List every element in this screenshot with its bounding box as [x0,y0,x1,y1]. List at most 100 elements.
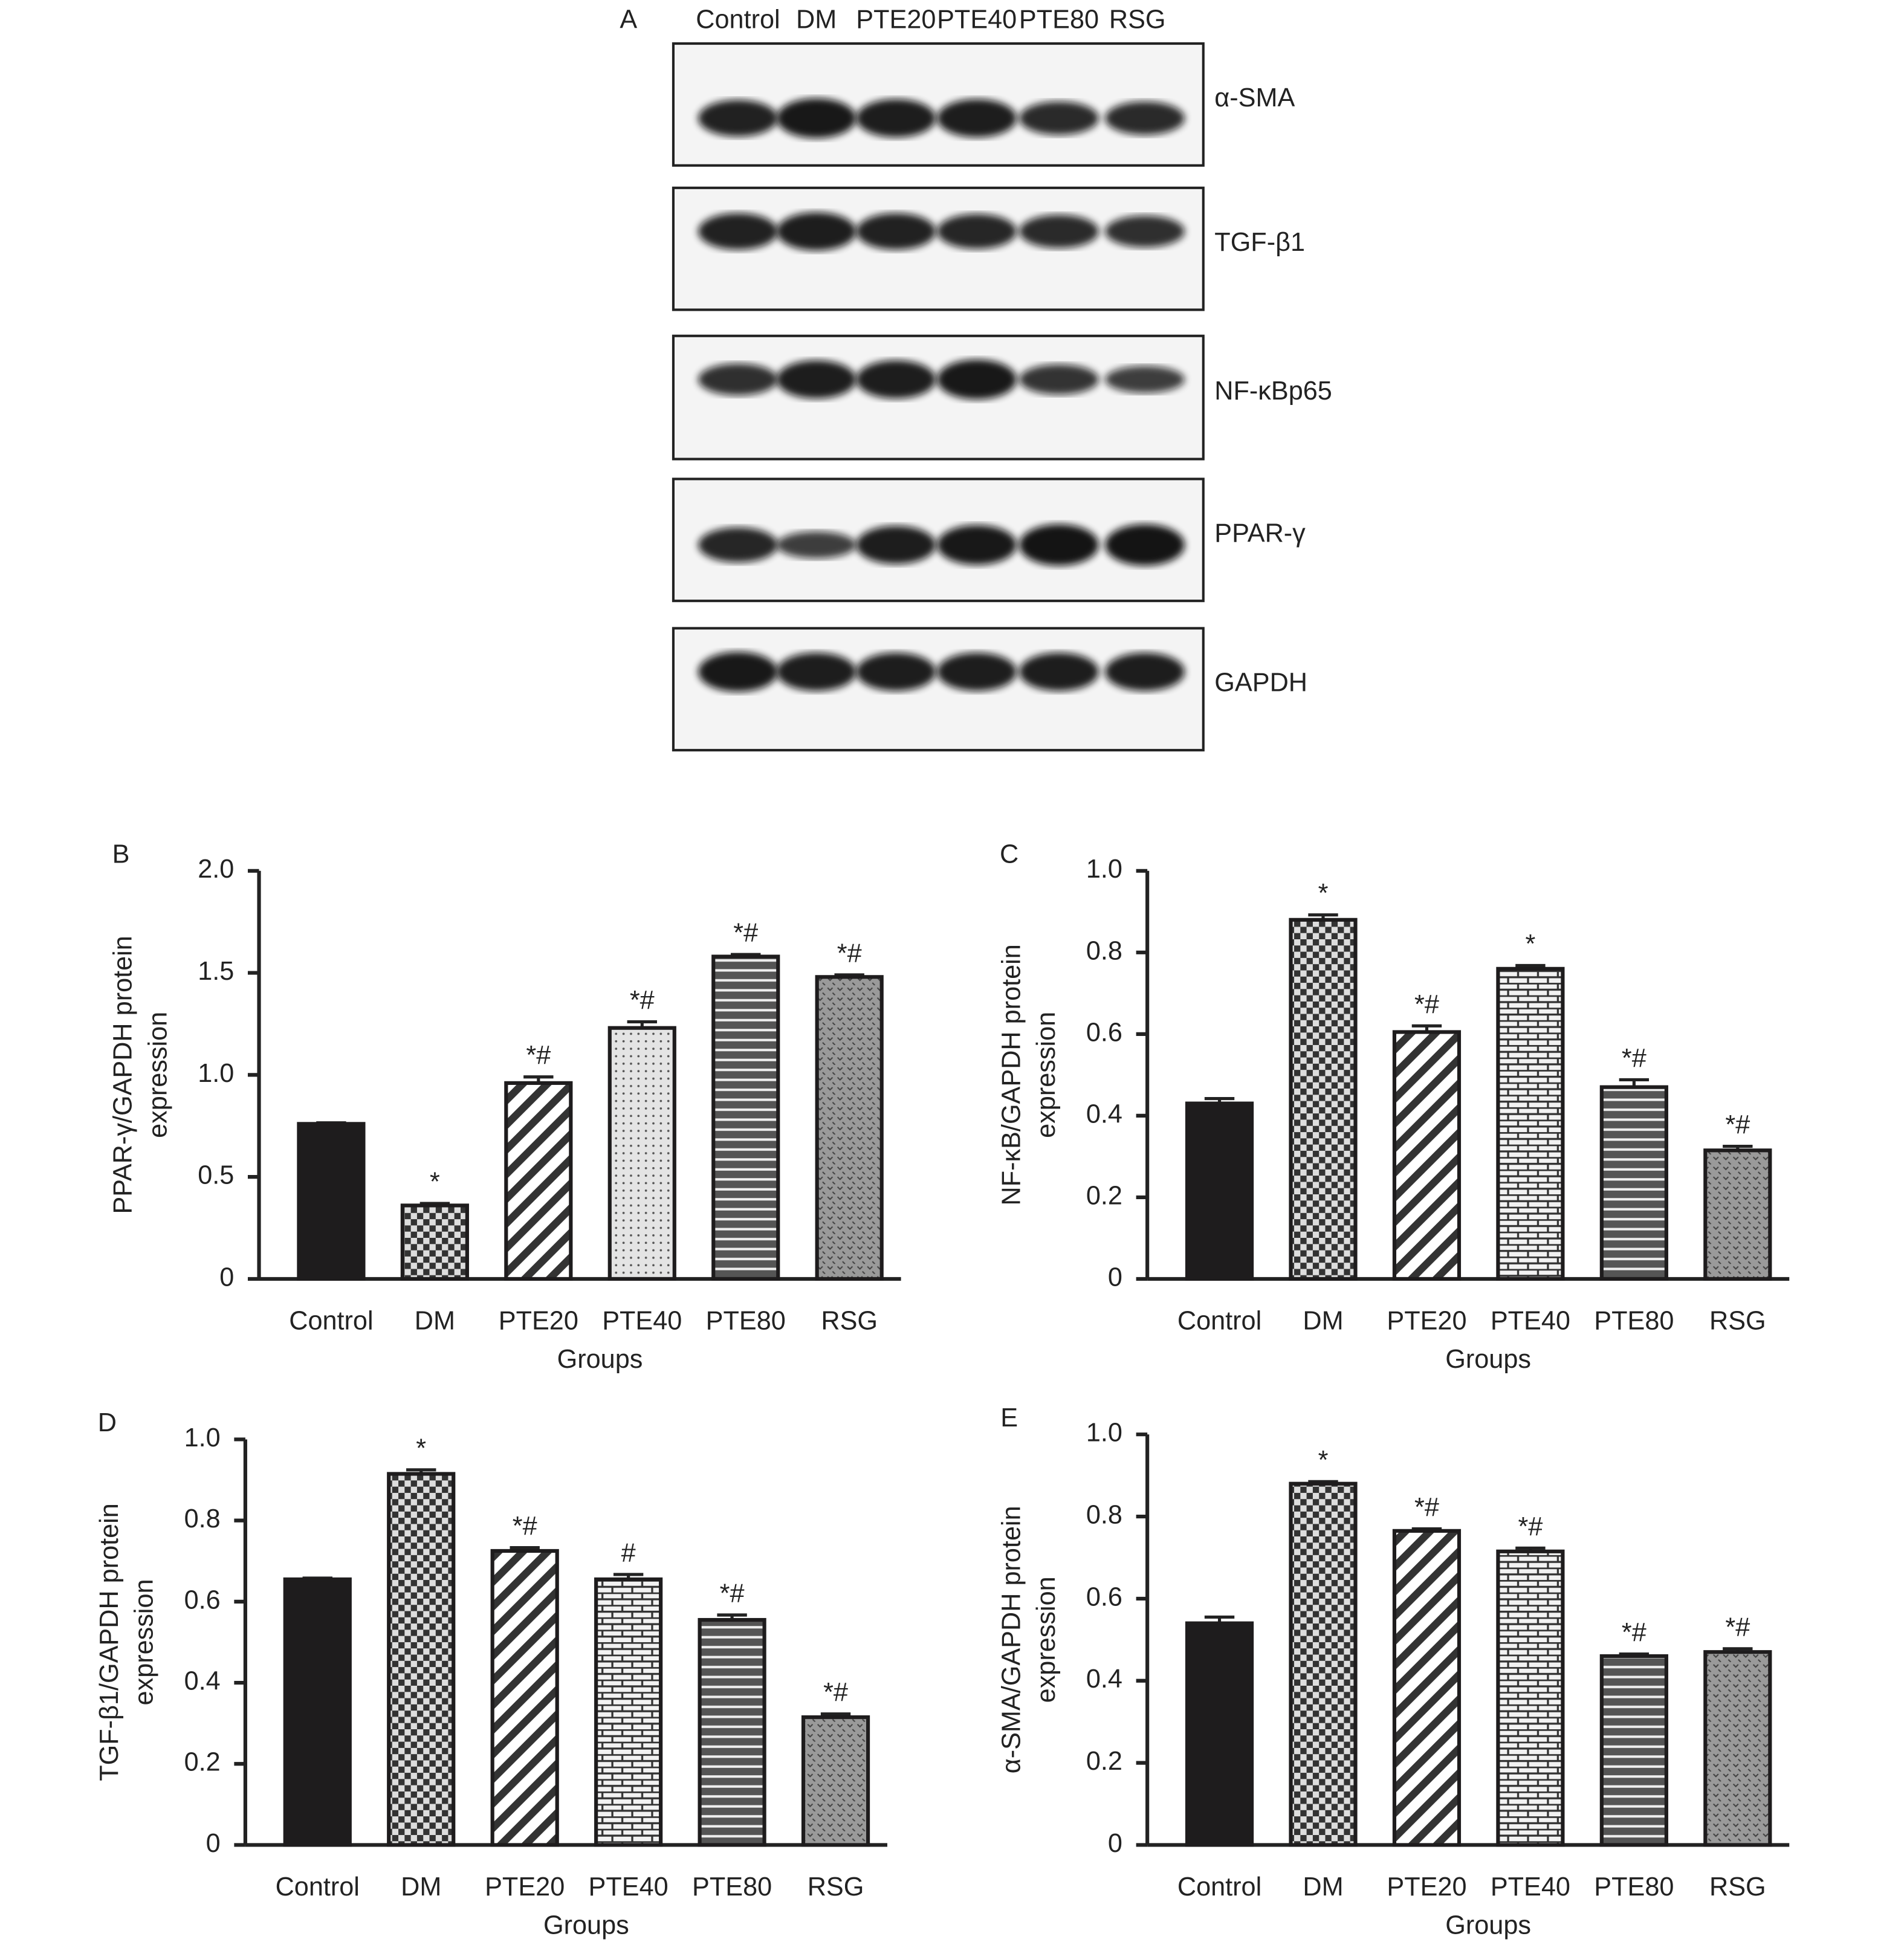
significance-label: * [416,1434,426,1463]
bar [490,1549,559,1847]
y-tick-label: 0 [206,1829,221,1858]
bar [1392,1030,1462,1281]
lane-label: PTE80 [1019,5,1099,34]
bar [801,1715,870,1847]
y-tick-label: 0.4 [1086,1665,1122,1694]
x-tick-label: PTE20 [1387,1872,1466,1902]
blot-band [776,360,856,399]
bar-chart: D TGF-β1/GAPDH protein expression 0 0.2 0.4 0.… [95,1408,887,1940]
x-tick-label: PTE80 [692,1872,772,1902]
x-tick-label: Control [289,1306,373,1335]
x-tick-label: PTE80 [1594,1306,1674,1335]
x-axis-label: Groups [1445,1345,1531,1374]
y-tick-label: 1.0 [198,1059,234,1088]
y-tick-label: 0.8 [184,1504,221,1533]
y-tick-label: 1.5 [198,957,234,986]
x-tick-label: Control [1177,1872,1261,1902]
significance-label: *# [1622,1618,1647,1647]
y-axis-label: PPAR-γ/GAPDH protein [109,936,138,1214]
bar [1703,1148,1772,1281]
y-tick-label: 0.6 [1086,1582,1122,1611]
y-tick-label: 0.6 [184,1585,221,1614]
significance-label: * [1318,1446,1329,1475]
x-tick-label: PTE40 [589,1872,669,1902]
bar [283,1577,352,1847]
lane-label: DM [796,5,837,34]
blot-band [856,213,936,250]
blot-frame [672,334,1205,461]
significance-label: *# [1622,1044,1647,1073]
significance-label: *# [1725,1110,1750,1139]
y-tick-label: 0 [1108,1829,1122,1858]
significance-label: *# [733,919,758,948]
lane-label: RSG [1109,5,1166,34]
significance-label: * [1525,930,1535,959]
bar-chart: C NF-κB/GAPDH protein expression 0 0.2 0.4 0.6… [997,840,1790,1374]
x-tick-label: DM [415,1306,455,1335]
blot-band [856,99,936,138]
x-tick-label: Control [1177,1306,1261,1335]
significance-label: *# [1725,1613,1750,1642]
bar [504,1081,573,1281]
blot-band [776,212,856,251]
bar [607,1026,676,1281]
x-axis-label: Groups [1445,1911,1531,1940]
blot-band [937,525,1017,565]
y-tick-label: 0.2 [184,1748,221,1777]
protein-label: GAPDH [1214,668,1307,697]
blot-band [856,525,936,565]
x-tick-label: DM [1303,1872,1343,1902]
significance-label: *# [630,986,655,1015]
blot-band [1105,215,1185,248]
blot-band [1019,364,1099,395]
y-axis-label: expression [130,1579,159,1705]
significance-label: *# [526,1041,551,1070]
bar [1496,966,1565,1281]
lane-label: PTE40 [937,5,1017,34]
blot-band [698,100,778,137]
y-axis-label: TGF-β1/GAPDH protein [95,1503,124,1781]
bar-chart: Eα-SMA/GAPDH protein expression 0 0.2 0.4 0.6… [997,1403,1790,1940]
blot-band [698,652,778,692]
significance-label: # [621,1538,636,1567]
y-axis-label: expression [1032,1576,1061,1703]
y-tick-label: 0.4 [1086,1099,1122,1128]
bar [1392,1529,1462,1847]
blot-band [937,652,1017,691]
y-tick-label: 0 [1108,1263,1122,1292]
protein-label: TGF-β1 [1214,228,1305,257]
bar [1599,1085,1668,1281]
blot-band [1105,366,1185,393]
bar [698,1617,766,1847]
blot-band [698,527,778,563]
x-tick-label: PTE20 [1387,1306,1466,1335]
y-tick-label: 0.8 [1086,936,1122,965]
panel-label: E [1000,1403,1018,1432]
y-tick-label: 2.0 [198,855,234,884]
panel-label: C [1000,840,1018,869]
x-tick-label: PTE40 [602,1306,682,1335]
bar [594,1577,663,1847]
protein-label: NF-κBp65 [1214,377,1332,406]
blot-frame [672,186,1205,311]
bar [711,954,780,1281]
significance-label: *# [513,1512,537,1541]
panel-label: D [98,1408,117,1437]
significance-label: *# [1414,1493,1439,1522]
bar [815,975,884,1281]
y-tick-label: 0.6 [1086,1018,1122,1047]
x-axis-label: Groups [543,1911,629,1940]
x-tick-label: PTE80 [706,1306,786,1335]
y-tick-label: 1.0 [1086,855,1122,884]
bar-chart: B PPAR-γ/GAPDH protein expression 0 0.5 1.0 1.… [109,840,901,1374]
protein-label: α-SMA [1214,83,1295,112]
bar [297,1122,366,1281]
y-tick-label: 1.0 [184,1423,221,1452]
bar [1289,918,1358,1281]
blot-band [937,99,1017,138]
x-tick-label: DM [1303,1306,1343,1335]
blot-band [698,363,778,396]
bar [1185,1101,1254,1281]
